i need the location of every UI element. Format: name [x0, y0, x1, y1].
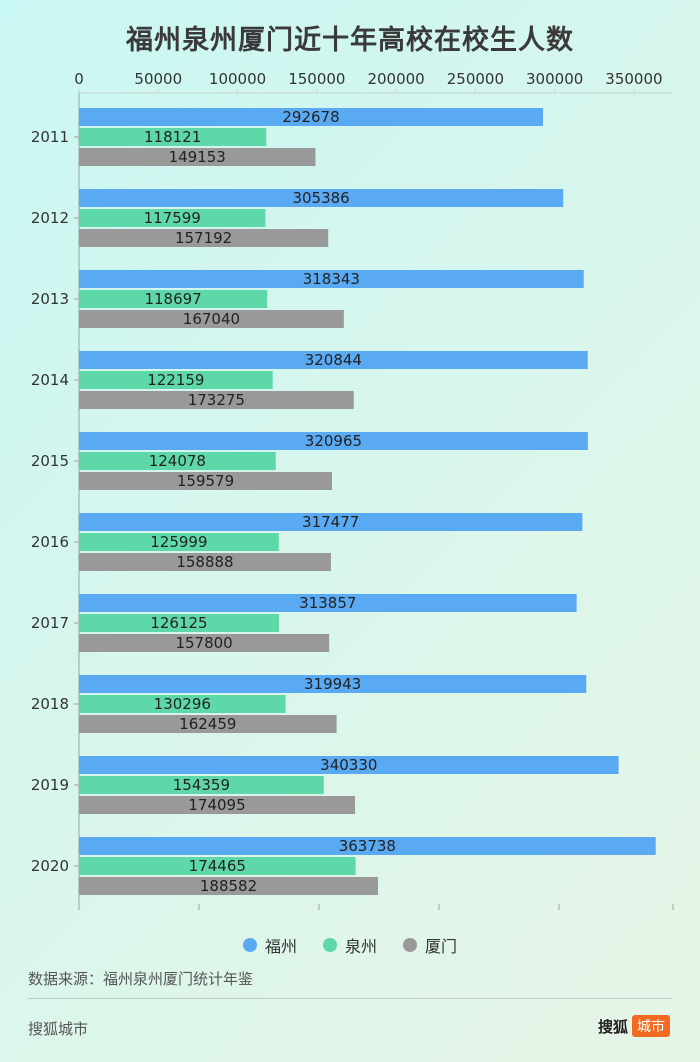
data-label-fuzhou: 320965 [305, 432, 362, 450]
data-label-fuzhou: 363738 [339, 837, 396, 855]
bar-fuzhou [79, 270, 584, 288]
brand-logo-text: 搜狐 [597, 1017, 628, 1036]
y-tick-label: 2019 [31, 776, 69, 794]
y-tick-label: 2014 [31, 371, 69, 389]
data-label-quanzhou: 118121 [144, 128, 201, 146]
data-label-quanzhou: 124078 [149, 452, 206, 470]
data-label-quanzhou: 125999 [150, 533, 207, 551]
bar-quanzhou [79, 695, 286, 713]
bar-quanzhou [79, 128, 267, 146]
x-tick-label: 150000 [288, 70, 345, 88]
x-tick-label: 350000 [605, 70, 662, 88]
data-label-xiamen: 188582 [200, 877, 257, 895]
bar-quanzhou [79, 614, 279, 632]
bar-fuzhou [79, 189, 564, 207]
bar-quanzhou [79, 209, 266, 227]
y-tick-label: 2015 [31, 452, 69, 470]
data-label-xiamen: 159579 [177, 472, 234, 490]
legend-item-xiamen[interactable]: 厦门 [403, 933, 457, 957]
footer-divider [28, 998, 672, 999]
data-label-fuzhou: 318343 [303, 270, 360, 288]
bar-quanzhou [79, 452, 276, 470]
x-tick-label: 100000 [209, 70, 266, 88]
data-label-quanzhou: 174465 [189, 857, 246, 875]
legend-item-quanzhou[interactable]: 泉州 [322, 933, 377, 957]
data-label-quanzhou: 126125 [150, 614, 207, 632]
x-tick-label: 300000 [526, 70, 583, 88]
data-label-fuzhou: 317477 [302, 513, 359, 531]
bar-fuzhou [79, 594, 577, 612]
bar-fuzhou [79, 351, 588, 369]
legend: 福州 泉州 厦门 [0, 933, 700, 957]
bar-quanzhou [79, 533, 279, 551]
data-label-xiamen: 157192 [175, 229, 232, 247]
y-tick-label: 2018 [31, 695, 69, 713]
y-tick-label: 2020 [31, 857, 69, 875]
bar-xiamen [79, 310, 344, 328]
bar-layer: 292678 118121 149153 305386 117599 157192 3183… [79, 108, 656, 895]
data-label-fuzhou: 292678 [282, 108, 339, 126]
x-tick-label: 50000 [134, 70, 182, 88]
data-label-fuzhou: 320844 [305, 351, 362, 369]
legend-dot-xiamen [403, 938, 417, 952]
y-tick-label: 2016 [31, 533, 69, 551]
bar-xiamen [79, 634, 330, 652]
data-label-xiamen: 174095 [188, 796, 245, 814]
chart-title: 福州泉州厦门近十年高校在校生人数 [126, 25, 574, 56]
brand-left: 搜狐城市 [28, 1020, 89, 1038]
bar-xiamen [79, 391, 354, 409]
x-tick-label: 250000 [447, 70, 504, 88]
bar-quanzhou [79, 371, 273, 389]
axis-layer: 0 50000 100000 150000 200000 250000 300000 3500… [31, 70, 674, 910]
data-label-fuzhou: 313857 [299, 594, 356, 612]
legend-label-quanzhou: 泉州 [344, 937, 377, 956]
data-label-xiamen: 158888 [176, 553, 233, 571]
y-tick-label: 2013 [31, 290, 69, 308]
bar-xiamen [79, 877, 378, 895]
bar-xiamen [79, 796, 356, 814]
legend-label-xiamen: 厦门 [425, 937, 458, 956]
bar-xiamen [79, 472, 333, 490]
bar-quanzhou [79, 290, 268, 308]
bar-xiamen [79, 229, 329, 247]
y-tick-label: 2011 [31, 128, 69, 146]
bar-fuzhou [79, 432, 588, 450]
data-label-fuzhou: 340330 [320, 756, 377, 774]
bar-quanzhou [79, 857, 356, 875]
data-label-fuzhou: 305386 [292, 189, 349, 207]
data-label-xiamen: 162459 [179, 715, 236, 733]
bar-xiamen [79, 553, 331, 571]
bar-xiamen [79, 148, 316, 166]
data-source: 数据来源：福州泉州厦门统计年鉴 [28, 970, 254, 988]
brand-logo: 搜狐 城市 [598, 1015, 670, 1037]
data-label-xiamen: 157800 [175, 634, 232, 652]
data-label-xiamen: 167040 [183, 310, 240, 328]
data-label-quanzhou: 154359 [173, 776, 230, 794]
bar-fuzhou [79, 756, 619, 774]
data-label-fuzhou: 319943 [304, 675, 361, 693]
brand-logo-badge: 城市 [632, 1015, 670, 1037]
bar-fuzhou [79, 513, 583, 531]
legend-item-fuzhou[interactable]: 福州 [242, 933, 297, 957]
x-tick-label: 200000 [367, 70, 424, 88]
data-label-quanzhou: 117599 [144, 209, 201, 227]
bar-quanzhou [79, 776, 324, 794]
x-tick-label: 0 [74, 70, 84, 88]
bar-xiamen [79, 715, 337, 733]
legend-dot-fuzhou [242, 938, 257, 952]
data-label-xiamen: 173275 [188, 391, 245, 409]
bar-fuzhou [79, 837, 656, 855]
y-tick-label: 2017 [31, 614, 69, 632]
data-label-xiamen: 149153 [169, 148, 226, 166]
data-label-quanzhou: 130296 [154, 695, 211, 713]
legend-dot-quanzhou [322, 938, 337, 952]
bar-chart: 0 50000 100000 150000 200000 250000 300000 3500… [31, 70, 674, 910]
bar-fuzhou [79, 675, 587, 693]
y-tick-label: 2012 [31, 209, 69, 227]
bar-fuzhou [79, 108, 544, 126]
data-label-quanzhou: 122159 [147, 371, 204, 389]
data-label-quanzhou: 118697 [144, 290, 201, 308]
legend-label-fuzhou: 福州 [264, 937, 297, 956]
